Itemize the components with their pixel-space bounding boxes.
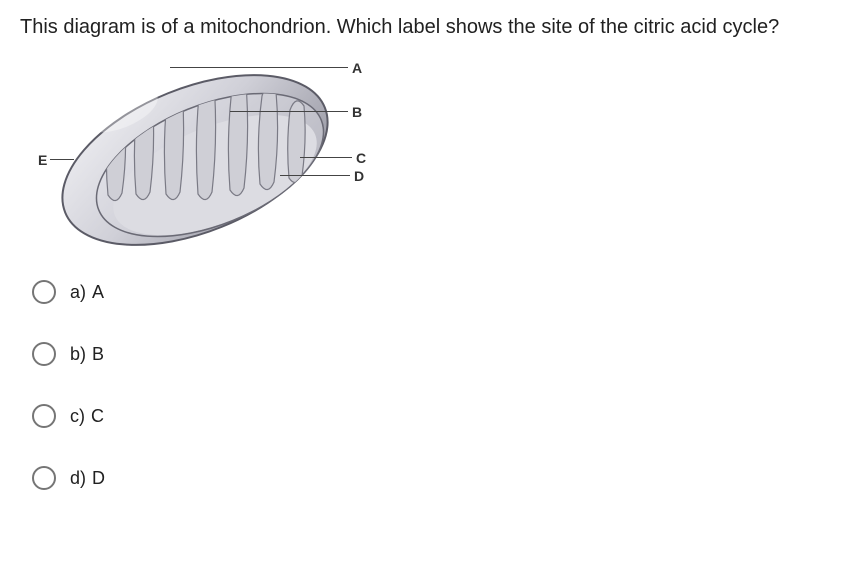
leader-e [50, 159, 74, 160]
option-text: D [92, 468, 105, 489]
option-letter: c) [70, 406, 85, 427]
option-text: B [92, 344, 104, 365]
option-letter: b) [70, 344, 86, 365]
diagram-label-d: D [354, 168, 364, 184]
mitochondrion-svg [50, 60, 340, 260]
option-b[interactable]: b) B [32, 342, 843, 366]
option-a[interactable]: a) A [32, 280, 843, 304]
option-letter: d) [70, 468, 86, 489]
radio-icon[interactable] [32, 404, 56, 428]
mitochondrion-diagram: A B C D E [20, 52, 380, 262]
leader-a [170, 67, 348, 68]
diagram-label-a: A [352, 60, 362, 76]
diagram-label-b: B [352, 104, 362, 120]
option-d[interactable]: d) D [32, 466, 843, 490]
diagram-label-e: E [38, 152, 47, 168]
radio-icon[interactable] [32, 280, 56, 304]
option-c[interactable]: c) C [32, 404, 843, 428]
radio-icon[interactable] [32, 342, 56, 366]
leader-b [230, 111, 348, 112]
options-list: a) A b) B c) C d) D [20, 280, 843, 490]
option-text: A [92, 282, 104, 303]
radio-icon[interactable] [32, 466, 56, 490]
leader-d [280, 175, 350, 176]
option-text: C [91, 406, 104, 427]
question-text: This diagram is of a mitochondrion. Whic… [20, 12, 843, 42]
diagram-label-c: C [356, 150, 366, 166]
leader-c [300, 157, 352, 158]
option-letter: a) [70, 282, 86, 303]
